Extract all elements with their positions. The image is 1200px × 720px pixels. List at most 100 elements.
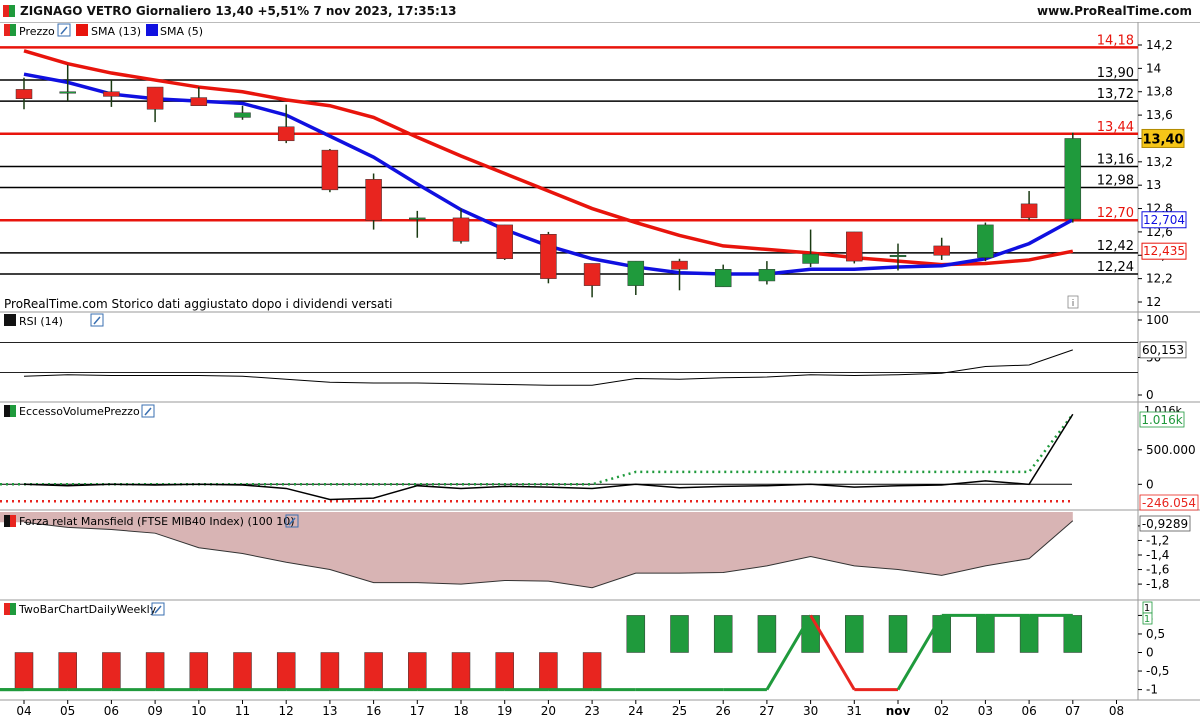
candle-body[interactable] xyxy=(802,253,819,264)
data-note: ProRealTime.com Storico dati aggiustato … xyxy=(4,297,392,311)
twobar-weekly-line xyxy=(896,614,943,691)
candle-body[interactable] xyxy=(671,260,688,270)
rsi-line xyxy=(23,349,1073,386)
twobar-bar[interactable] xyxy=(189,652,209,690)
candle-body[interactable] xyxy=(146,86,164,110)
mansfield-settings-wrench-icon[interactable] xyxy=(285,514,299,528)
level-label: 14,18 xyxy=(1097,33,1134,48)
candle-body[interactable] xyxy=(846,231,863,262)
twobar-bar[interactable] xyxy=(14,652,34,690)
candle-body[interactable] xyxy=(977,224,994,258)
rsi-title[interactable]: RSI (14) xyxy=(19,315,63,328)
mansfield-legend-swatch xyxy=(4,515,10,527)
twobar-bar[interactable] xyxy=(408,652,427,690)
twobar-bar[interactable] xyxy=(102,652,121,690)
candle-body[interactable] xyxy=(277,126,295,142)
x-axis-label: 30 xyxy=(803,704,818,718)
candle-body[interactable] xyxy=(496,224,513,260)
twobar-bar[interactable] xyxy=(626,615,646,653)
twobar-legend-swatch xyxy=(4,603,10,615)
eccesso-upper-band xyxy=(0,413,1074,486)
mansfield-title[interactable]: Forza relat Mansfield (FTSE MIB40 Index)… xyxy=(19,515,295,528)
candle-body[interactable] xyxy=(758,269,776,282)
twobar-bar[interactable] xyxy=(58,652,77,690)
candle-body[interactable] xyxy=(1064,138,1082,220)
twobar-bar[interactable] xyxy=(845,615,864,653)
x-axis-label: 10 xyxy=(191,704,206,718)
candle-body[interactable] xyxy=(933,245,950,256)
eccesso-legend-swatch xyxy=(4,405,10,417)
legend-price[interactable]: Prezzo xyxy=(19,25,55,38)
x-axis-label: 27 xyxy=(759,704,774,718)
twobar-bar[interactable] xyxy=(233,652,252,690)
candle-body[interactable] xyxy=(583,263,601,286)
x-axis-label: 03 xyxy=(978,704,993,718)
twobar-bar[interactable] xyxy=(451,652,471,690)
x-axis-label: 20 xyxy=(541,704,556,718)
sma13-value-label: 12,435 xyxy=(1143,244,1185,258)
mansfield-axis-tick-label: -1,6 xyxy=(1146,563,1169,577)
candle-body[interactable] xyxy=(321,149,339,191)
info-icon[interactable] xyxy=(1067,295,1079,309)
rsi-settings-wrench-icon[interactable] xyxy=(90,313,104,327)
twobar-bar[interactable] xyxy=(670,615,689,653)
sma5-value-label: 12,704 xyxy=(1143,213,1185,227)
candle-body[interactable] xyxy=(365,179,382,221)
candle-body[interactable] xyxy=(409,217,426,220)
site-link[interactable]: www.ProRealTime.com xyxy=(1037,4,1192,18)
eccesso-settings-wrench-icon[interactable] xyxy=(141,404,155,418)
wrench-icon[interactable] xyxy=(288,517,296,526)
twobar-bar[interactable] xyxy=(1019,615,1039,653)
candle-body[interactable] xyxy=(889,255,907,258)
twobar-bar[interactable] xyxy=(320,652,340,690)
eccesso-title[interactable]: EccessoVolumePrezzo xyxy=(19,405,140,418)
twobar-axis-tick-label: 0 xyxy=(1146,646,1154,660)
candle-body[interactable] xyxy=(234,112,251,118)
twobar-bar[interactable] xyxy=(888,615,908,653)
x-axis-label: 24 xyxy=(628,704,643,718)
twobar-title[interactable]: TwoBarChartDailyWeekly xyxy=(18,603,157,616)
level-label: 12,24 xyxy=(1097,260,1134,275)
level-label: 13,44 xyxy=(1097,120,1134,135)
mansfield-value-label: -0,9289 xyxy=(1142,517,1188,531)
twobar-bar[interactable] xyxy=(713,615,733,653)
candle-body[interactable] xyxy=(59,91,76,94)
wrench-icon[interactable] xyxy=(144,407,152,416)
twobar-settings-wrench-icon[interactable] xyxy=(151,602,165,616)
candle-body[interactable] xyxy=(627,260,645,286)
price-settings-wrench-icon[interactable] xyxy=(57,23,71,37)
chart-type-icon[interactable] xyxy=(3,5,15,17)
info-icon-glyph: i xyxy=(1072,299,1075,309)
mansfield-axis-tick-label: -1,2 xyxy=(1146,533,1169,547)
candle-body[interactable] xyxy=(452,217,470,242)
twobar-bar[interactable] xyxy=(582,652,602,690)
candle-body[interactable] xyxy=(103,91,120,97)
twobar-bar[interactable] xyxy=(145,652,165,690)
twobar-bar[interactable] xyxy=(276,652,296,690)
twobar-bar[interactable] xyxy=(976,615,995,653)
twobar-bar[interactable] xyxy=(757,615,777,653)
twobar-bar[interactable] xyxy=(495,652,514,690)
eccesso-lower-tag xyxy=(1139,494,1199,511)
candle-body[interactable] xyxy=(1020,203,1038,219)
wrench-icon[interactable] xyxy=(93,316,101,325)
price-axis-tick-label: 14 xyxy=(1146,61,1161,75)
twobar-bar[interactable] xyxy=(801,615,820,653)
twobar-bar[interactable] xyxy=(1063,615,1083,653)
mansfield-axis-tick-label: -1,4 xyxy=(1146,548,1169,562)
twobar-bar[interactable] xyxy=(932,615,951,653)
candle-body[interactable] xyxy=(714,269,732,288)
legend-sma13[interactable]: SMA (13) xyxy=(91,25,141,38)
twobar-bar[interactable] xyxy=(364,652,383,690)
wrench-icon[interactable] xyxy=(60,26,68,35)
candle-body[interactable] xyxy=(540,233,557,279)
candle-body[interactable] xyxy=(15,89,33,99)
twobar-bar[interactable] xyxy=(539,652,558,690)
eccesso-axis-tick-label: 0 xyxy=(1146,477,1154,491)
wrench-icon[interactable] xyxy=(154,605,162,614)
x-axis-label: 31 xyxy=(847,704,862,718)
current-price-tag xyxy=(1141,128,1185,148)
legend-sma5[interactable]: SMA (5) xyxy=(160,25,203,38)
candle-body[interactable] xyxy=(190,97,208,106)
